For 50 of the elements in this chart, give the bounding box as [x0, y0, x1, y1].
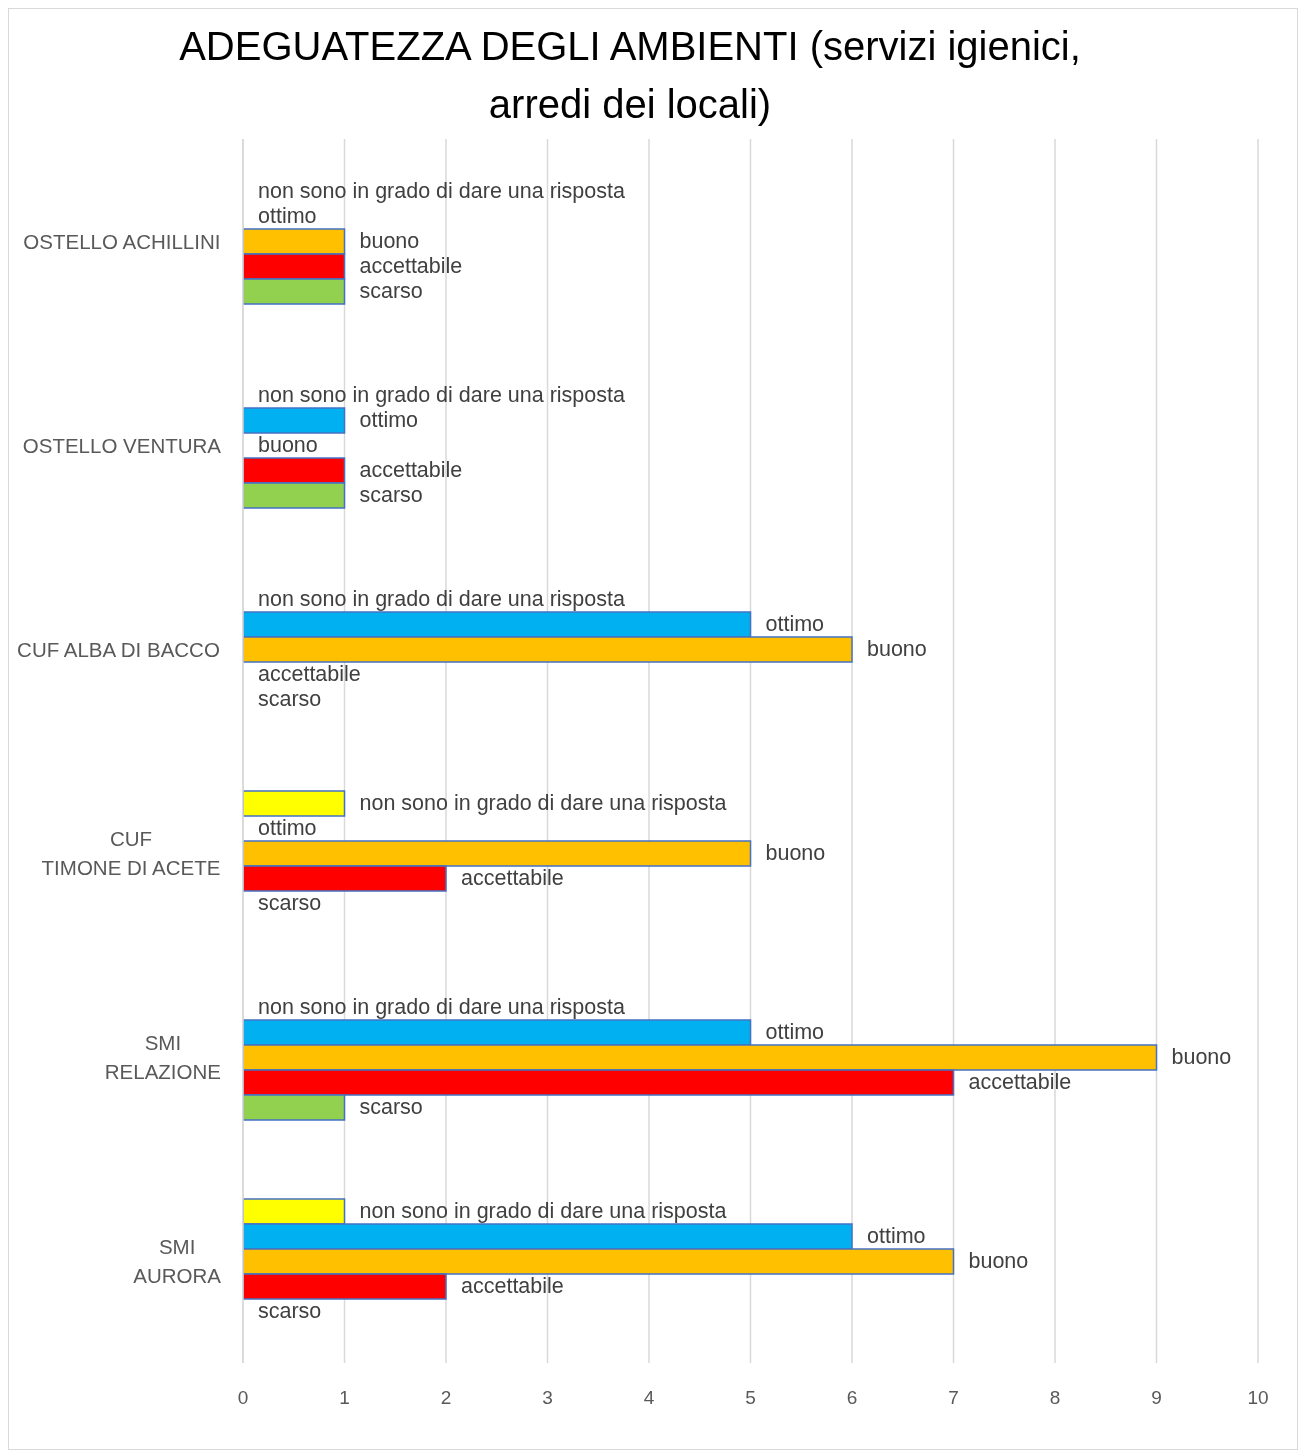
y-tick-label: OSTELLO VENTURA: [22, 433, 222, 457]
text: accettabile: [461, 865, 564, 890]
text: ottimo: [765, 611, 825, 636]
text: scarso: [258, 686, 322, 711]
y-tick-label: SMI RELAZIONE: [104, 1031, 221, 1083]
x-tick-label: 9: [1151, 1387, 1162, 1409]
x-tick-label: 1: [339, 1387, 350, 1409]
text: non sono in grado di dare una risposta: [258, 994, 625, 1019]
y-tick-label: OSTELLO ACHILLINI: [23, 229, 221, 253]
text: buono: [1171, 1044, 1232, 1069]
text: accettabile: [258, 661, 361, 686]
text: buono: [765, 840, 826, 865]
series-label: non sono in grado di dare una risposta: [359, 790, 727, 815]
text: scarso: [258, 1298, 322, 1323]
text: accettabile: [461, 1273, 564, 1298]
text: scarso: [359, 482, 423, 507]
text: non sono in grado di dare una risposta: [359, 1198, 727, 1223]
y-tick-label: CUF TIMONE DI ACETE: [41, 827, 221, 879]
text: buono: [867, 636, 927, 661]
chart-title: ADEGUATEZZA DEGLI AMBIENTI (servizi igienici, arredi dei locali): [178, 23, 1082, 128]
x-tick-label: 0: [237, 1387, 249, 1409]
text: accettabile: [359, 457, 463, 482]
text: non sono in grado di dare una risposta: [258, 382, 625, 407]
x-tick-label: 7: [948, 1387, 959, 1409]
text: scarso: [258, 890, 322, 915]
text: buono: [968, 1248, 1029, 1273]
series-label: ottimo: [359, 407, 419, 432]
text: buono: [258, 432, 318, 457]
text: scarso: [359, 1094, 423, 1119]
text: non sono in grado di dare una risposta: [258, 178, 625, 203]
x-tick-label: 3: [542, 1387, 553, 1409]
x-tick-label: 5: [745, 1387, 756, 1409]
bar: [243, 407, 346, 434]
series-label: accettabile: [359, 253, 463, 278]
y-tick-label: CUF ALBA DI BACCO: [17, 637, 220, 661]
x-tick-label: 4: [643, 1387, 655, 1409]
text: ottimo: [765, 1019, 825, 1044]
y-tick-label: SMI AURORA: [133, 1235, 222, 1287]
text: ottimo: [258, 203, 317, 228]
text: accettabile: [968, 1069, 1072, 1094]
x-tick-label: 8: [1049, 1387, 1061, 1409]
x-tick-label: 2: [440, 1387, 452, 1409]
bar: [243, 790, 346, 817]
x-tick-label: 10: [1247, 1387, 1269, 1409]
text: non sono in grado di dare una risposta: [258, 586, 625, 611]
text: ottimo: [867, 1223, 926, 1248]
series-label: buono: [359, 228, 420, 253]
text: ottimo: [258, 815, 317, 840]
x-tick-label: 6: [846, 1387, 858, 1409]
series-label: scarso: [359, 278, 423, 303]
